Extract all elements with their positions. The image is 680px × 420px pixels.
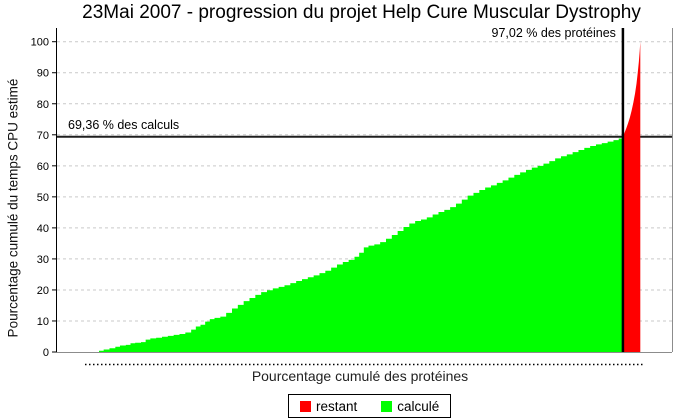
legend: restant calculé bbox=[288, 394, 452, 418]
legend-item-calculé: calculé bbox=[381, 399, 439, 414]
y-tick-label: 80 bbox=[37, 99, 49, 111]
annotation-proteines: 97,02 % des protéines bbox=[488, 26, 619, 41]
legend-swatch bbox=[300, 400, 311, 412]
y-tick-label: 90 bbox=[37, 68, 49, 80]
y-tick-label: 20 bbox=[37, 285, 49, 297]
legend-item-restant: restant bbox=[300, 399, 357, 414]
y-tick-label: 0 bbox=[43, 347, 49, 359]
legend-swatch bbox=[381, 400, 393, 412]
x-axis-title: Pourcentage cumulé des protéines bbox=[251, 368, 469, 384]
y-tick-label: 60 bbox=[37, 161, 49, 173]
legend-label: calculé bbox=[397, 398, 440, 414]
chart-title: 23Mai 2007 - progression du projet Help … bbox=[82, 2, 641, 23]
y-tick-label: 40 bbox=[37, 223, 49, 235]
y-tick-label: 70 bbox=[37, 130, 49, 142]
y-tick-label: 30 bbox=[37, 254, 49, 266]
area-calcule bbox=[57, 136, 623, 352]
y-tick-label: 10 bbox=[37, 316, 49, 328]
annotation-calculs: 69,36 % des calculs bbox=[65, 117, 183, 133]
legend-label: restant bbox=[316, 398, 358, 414]
y-tick-label: 50 bbox=[37, 192, 49, 204]
area-restant bbox=[622, 41, 641, 352]
y-tick-label: 100 bbox=[31, 37, 49, 49]
